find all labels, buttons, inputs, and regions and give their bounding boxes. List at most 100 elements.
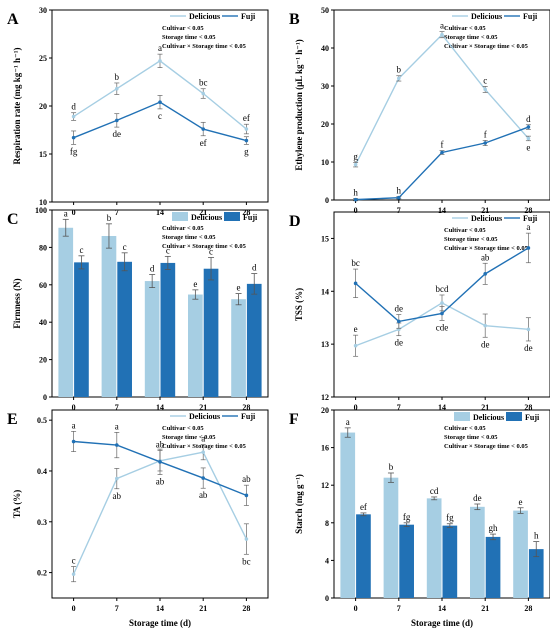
series-line-fuji xyxy=(355,126,529,201)
data-point xyxy=(353,197,358,202)
data-point xyxy=(71,114,76,119)
significance-letter: d xyxy=(526,114,531,124)
x-tick-label: 21 xyxy=(199,604,207,613)
significance-letter: c xyxy=(158,111,162,121)
data-point xyxy=(526,125,531,129)
bar-fuji xyxy=(442,525,458,598)
y-tick-label: 13 xyxy=(321,340,329,349)
significance-letter: ef xyxy=(200,138,207,148)
legend-label: Fuji xyxy=(525,413,540,422)
y-axis-label: Starch (mg g⁻¹) xyxy=(294,474,304,534)
data-point xyxy=(158,100,162,104)
data-point xyxy=(526,327,531,332)
x-tick-label: 21 xyxy=(481,604,489,613)
significance-letter: de xyxy=(113,129,122,139)
stat-line: Cultivar × Storage time < 0.05 xyxy=(162,43,247,50)
significance-letter: ab xyxy=(481,252,490,262)
data-point xyxy=(483,87,488,92)
y-tick-label: 14 xyxy=(321,287,329,296)
legend-label: Fuji xyxy=(523,214,538,223)
plot-frame xyxy=(51,409,269,599)
x-tick-label: 0 xyxy=(354,206,358,215)
data-point xyxy=(244,138,249,143)
legend-label: Delicious xyxy=(471,12,502,21)
bar-fuji xyxy=(74,262,89,397)
y-axis-label: Firmness (N) xyxy=(12,278,22,328)
data-point xyxy=(201,91,205,96)
panel-c: 0 20 40 60 80 100 0 7 14 21 28 C Firmness (N) Delicio… xyxy=(7,206,269,412)
significance-letter: fg xyxy=(446,513,454,523)
data-point xyxy=(353,281,358,286)
significance-letter: c xyxy=(166,245,170,255)
y-tick-label: 0.2 xyxy=(37,569,47,578)
y-axis-label: TA (%) xyxy=(12,490,22,519)
x-tick-label: 21 xyxy=(199,208,207,217)
legend-label: Delicious xyxy=(191,213,222,222)
significance-letter: b xyxy=(389,462,394,472)
significance-letter: bc xyxy=(242,556,251,566)
significance-letter: g xyxy=(244,146,249,156)
panel-letter: E xyxy=(7,411,18,428)
data-point xyxy=(201,450,205,454)
data-point xyxy=(244,493,249,498)
significance-letter: a xyxy=(201,434,205,444)
x-axis-label: Storage time (d) xyxy=(129,618,191,628)
bar-delicious xyxy=(383,477,399,598)
y-tick-label: 100 xyxy=(35,206,47,215)
x-tick-label: 0 xyxy=(354,403,358,412)
bar-fuji xyxy=(117,261,132,397)
x-tick-label: 7 xyxy=(397,403,401,412)
data-point xyxy=(71,439,76,444)
data-point xyxy=(71,572,76,576)
data-point xyxy=(397,195,401,200)
panel-a: 10 15 20 25 30 0 7 14 21 28 A Respiration rate (mg … xyxy=(7,6,269,217)
bar-delicious xyxy=(58,227,74,397)
bar-delicious xyxy=(101,235,117,397)
significance-letter: gh xyxy=(489,523,499,533)
data-point xyxy=(440,311,444,316)
significance-letter: c xyxy=(209,246,213,256)
significance-letter: bc xyxy=(351,258,360,268)
y-tick-label: 20 xyxy=(321,406,329,415)
y-tick-label: 12 xyxy=(321,481,329,490)
y-tick-label: 10 xyxy=(39,198,47,207)
legend-swatch-fuji xyxy=(224,212,240,221)
significance-letter: e xyxy=(237,283,241,293)
data-point xyxy=(526,246,531,250)
panel-e: 0.2 0.3 0.4 0.5 0 7 14 21 28 E TA (%) Storage time … xyxy=(7,409,269,628)
stat-line: Cultivar < 0.05 xyxy=(444,227,486,234)
x-tick-label: 28 xyxy=(524,604,532,613)
bar-delicious xyxy=(470,506,485,598)
x-tick-label: 21 xyxy=(199,403,207,412)
y-tick-label: 16 xyxy=(321,444,329,453)
legend-label: Fuji xyxy=(241,12,256,21)
bar-fuji xyxy=(160,262,176,397)
x-tick-label: 28 xyxy=(524,206,532,215)
data-point xyxy=(115,86,119,91)
x-tick-label: 14 xyxy=(156,208,164,217)
x-tick-label: 0 xyxy=(354,604,358,613)
significance-letter: de xyxy=(524,343,533,353)
legend-label: Delicious xyxy=(473,413,504,422)
significance-letter: e xyxy=(519,497,523,507)
significance-letter: c xyxy=(123,242,127,252)
stat-line: Storage time < 0.05 xyxy=(162,234,216,241)
legend-swatch-delicious xyxy=(454,412,470,421)
stat-line: Storage time < 0.05 xyxy=(162,434,216,441)
y-tick-label: 0.5 xyxy=(37,416,47,425)
significance-letter: cde xyxy=(436,322,449,332)
significance-letter: a xyxy=(72,420,76,430)
significance-letter: h xyxy=(353,187,358,197)
bar-fuji xyxy=(203,268,219,397)
stat-line: Cultivar × Storage time < 0.05 xyxy=(162,443,247,450)
significance-letter: de xyxy=(395,304,404,314)
bar-delicious xyxy=(513,510,528,598)
y-tick-label: 20 xyxy=(39,356,47,365)
x-tick-label: 14 xyxy=(438,403,446,412)
data-point xyxy=(115,443,119,447)
significance-letter: d xyxy=(252,263,257,273)
x-tick-label: 0 xyxy=(72,208,76,217)
x-tick-label: 21 xyxy=(481,206,489,215)
data-point xyxy=(440,32,444,37)
